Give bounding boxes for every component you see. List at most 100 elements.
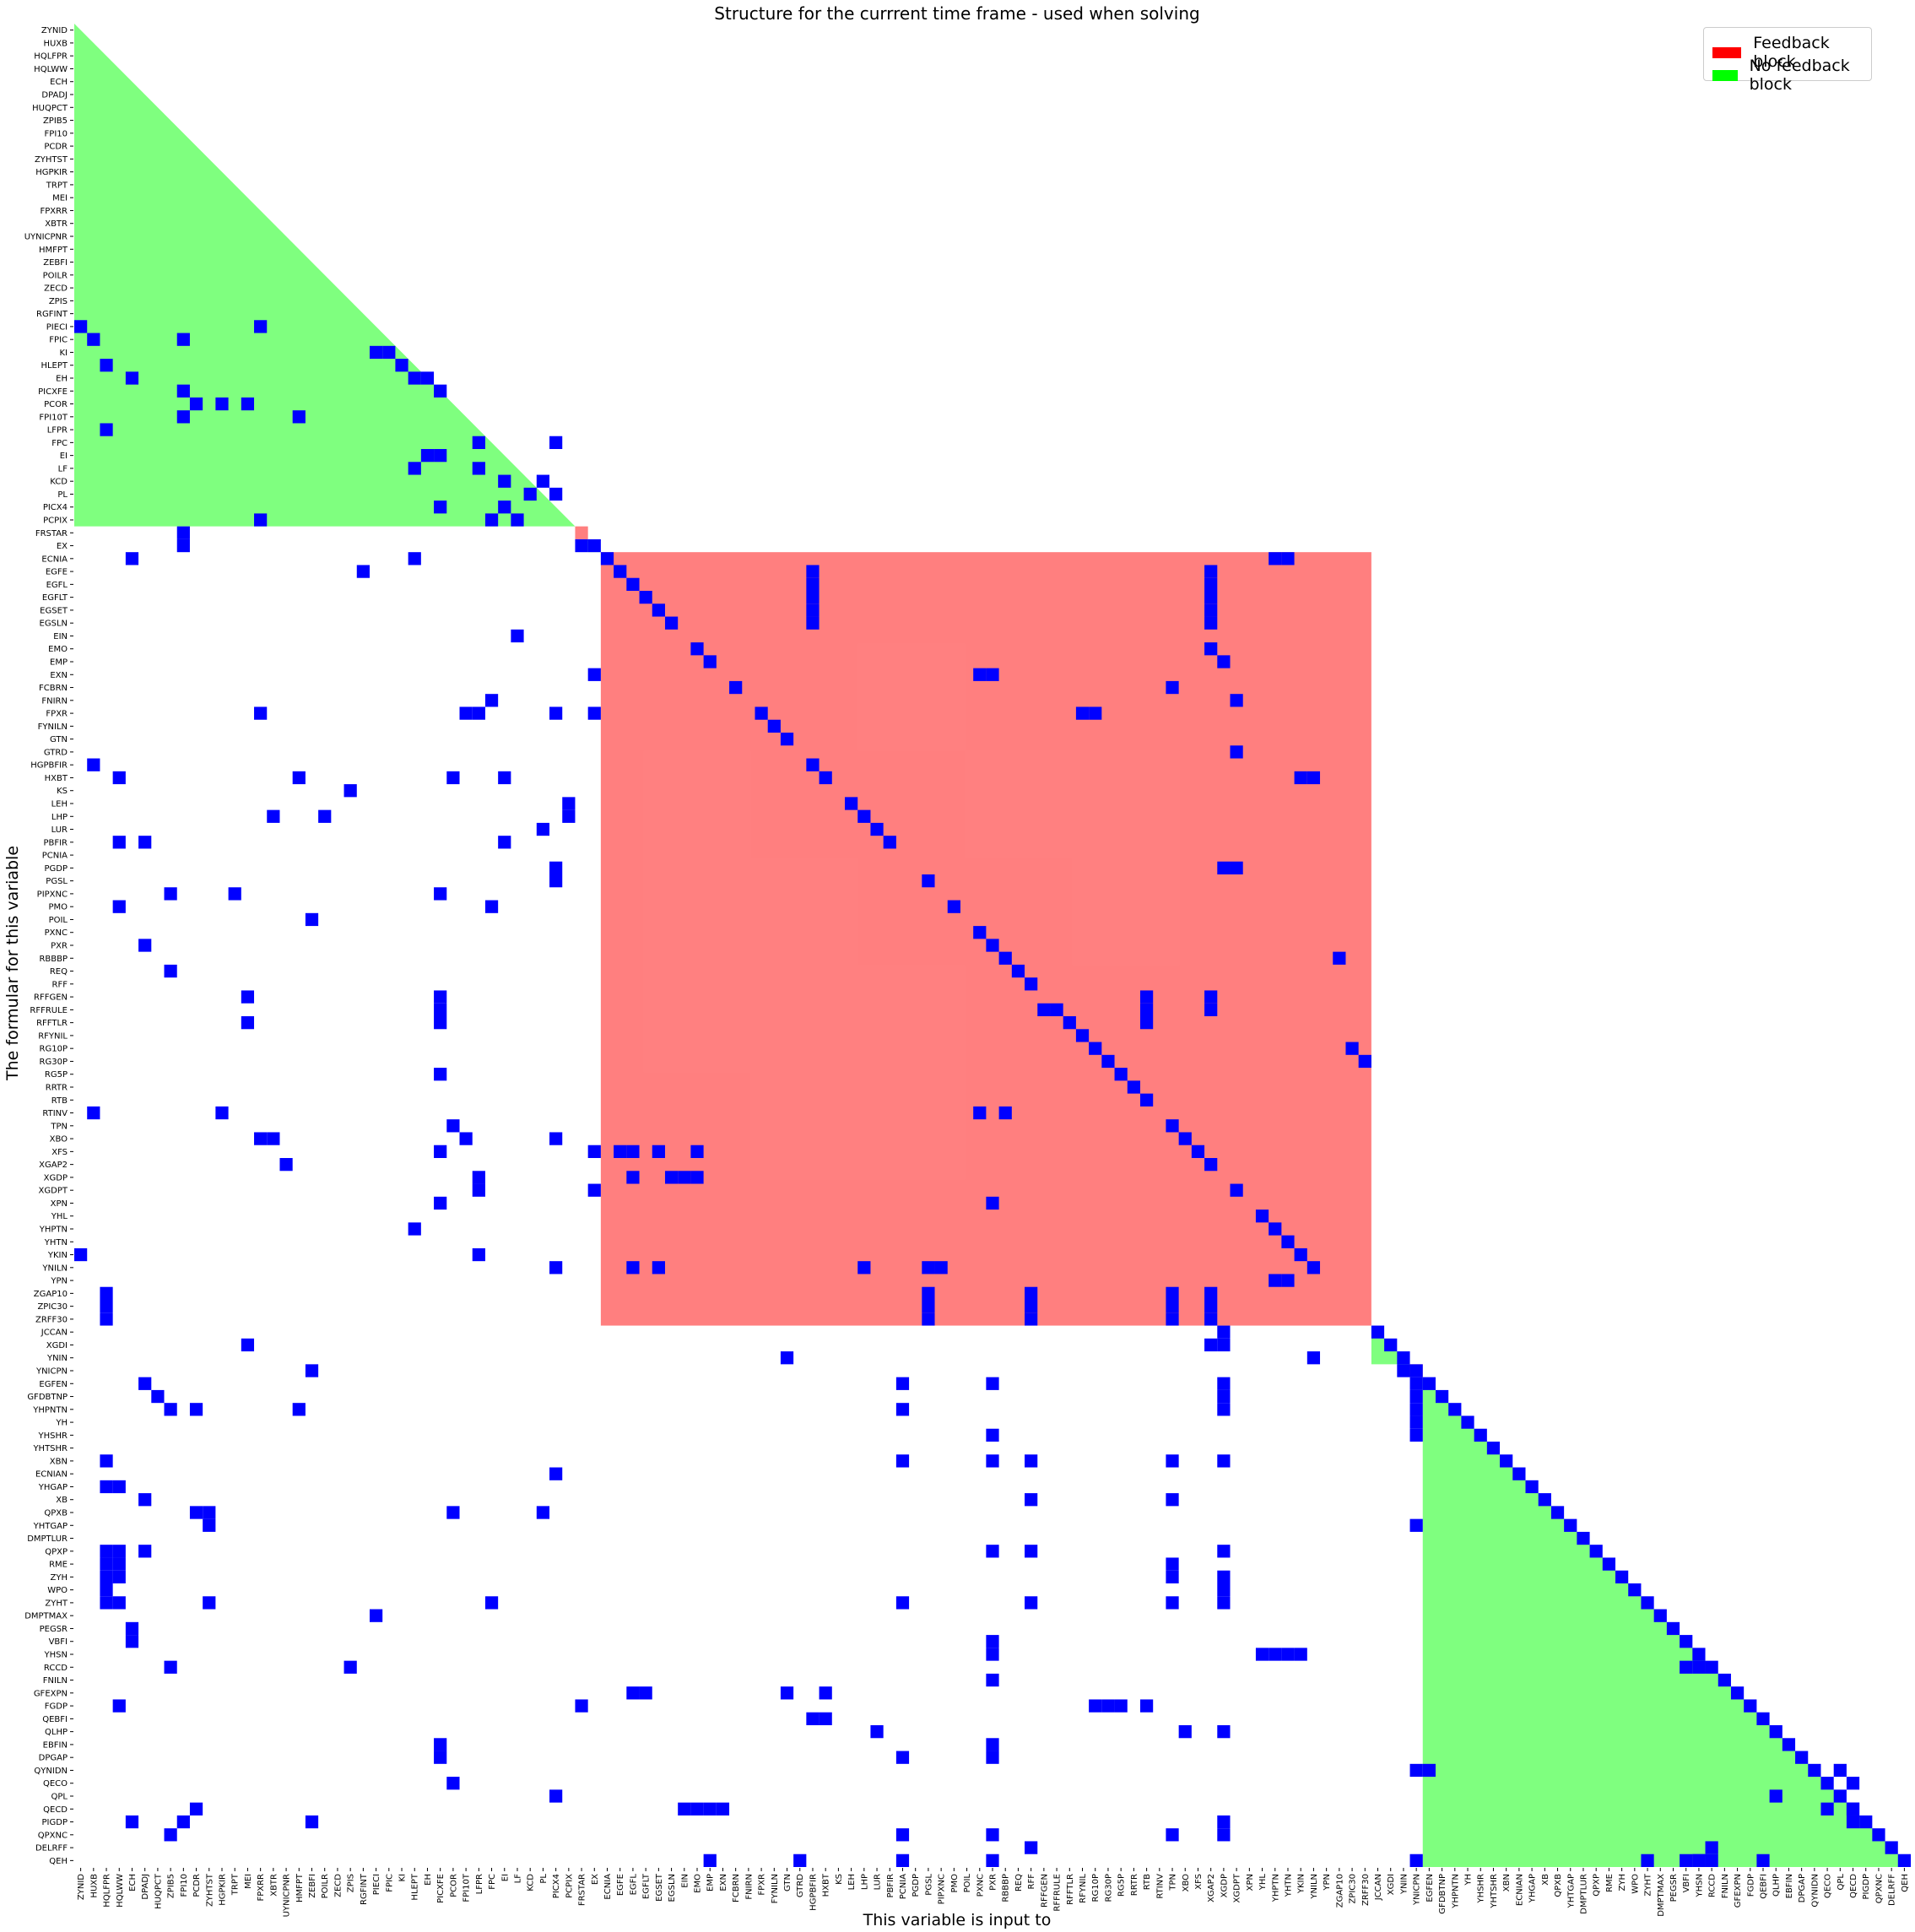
x-tick-label: EGFL [629,1874,638,1896]
y-tick-label: TPN [50,1122,68,1131]
dependency-cell [1397,1364,1410,1377]
y-tick-label: EGFL [46,581,68,590]
x-tick-label: RGFINT [360,1873,369,1905]
dependency-cell [1756,1712,1770,1725]
dependency-cell [703,1854,717,1867]
dependency-cell [1306,1351,1321,1365]
dependency-cell [1204,565,1218,578]
dependency-cell [1409,1389,1423,1404]
dependency-cell [1011,964,1025,978]
dependency-cell [1217,655,1231,668]
dependency-cell [267,1132,280,1145]
dependency-cell [1269,1274,1282,1287]
x-tick-label: XPN [1246,1874,1255,1891]
y-tick-label: YNIN [46,1354,68,1363]
y-tick-label: HXBT [45,774,68,783]
dependency-cell [484,1596,499,1610]
dependency-cell [100,1300,113,1313]
y-tick-label: FCBRN [39,684,68,693]
dependency-cell [125,1635,139,1648]
x-tick-label: PGDP [912,1874,921,1897]
dependency-cell [1166,1454,1179,1468]
x-tick-label: XGAP2 [1207,1874,1216,1902]
dependency-cell [895,1751,910,1764]
dependency-cell [1833,1789,1847,1803]
dependency-cell [498,771,511,785]
dependency-cell [511,513,524,527]
x-tick-label: DPGAP [1798,1874,1807,1902]
dependency-cell [279,1158,293,1172]
dependency-cell [1204,1312,1218,1326]
y-tick-label: YHL [51,1212,68,1221]
x-tick-label: QECO [1824,1874,1833,1898]
dependency-cell [793,1854,807,1867]
dependency-cell [1139,1003,1154,1016]
x-tick-label: PL [539,1874,549,1884]
x-tick-label: ECNIA [603,1874,613,1900]
y-tick-label: FPXR [46,710,68,719]
x-tick-label: YHSHR [1477,1874,1486,1903]
y-tick-label: HQLFPR [34,52,68,62]
dependency-cell [1474,1428,1487,1442]
x-tick-label: PMO [950,1874,960,1893]
dependency-cell [356,565,370,578]
y-tick-label: XBTR [45,219,68,229]
dependency-cell [138,939,152,952]
x-tick-label: KI [398,1874,408,1882]
y-tick-label: PCOR [44,400,68,409]
x-tick-label: RG30P [1104,1874,1113,1902]
dependency-cell [1127,1080,1140,1094]
dependency-cell [1139,990,1154,1004]
y-tick-label: ECNIA [41,555,68,564]
dependency-cell [1269,552,1282,566]
dependency-cell [703,1802,717,1816]
dependency-cell [1422,1377,1436,1390]
x-tick-label: ZYH [1618,1874,1627,1891]
dependency-cell [1564,1518,1577,1532]
dependency-cell [446,771,460,785]
dependency-cell [895,1454,910,1468]
x-tick-label: PXNC [976,1874,985,1897]
dependency-cell [472,1247,485,1262]
dependency-cell [1166,1119,1179,1133]
y-tick-label: FPXRR [40,207,68,216]
x-tick-label: GTN [783,1874,793,1891]
dependency-cell [870,822,884,836]
y-tick-label: FGDP [45,1702,68,1712]
legend-swatch-no-feedback [1712,69,1738,81]
x-tick-label: RRTR [1130,1874,1139,1896]
dependency-cell [434,449,447,463]
dependency-cell [664,616,679,630]
dependency-cell [587,1145,601,1158]
dependency-cell [549,861,563,874]
dependency-cell [1808,1763,1821,1778]
dependency-cell [1692,1648,1706,1661]
dependency-cell [434,1016,447,1030]
dependency-cell [215,1106,229,1120]
dependency-cell [164,887,177,901]
x-tick-label: HUQPCT [154,1873,163,1909]
x-tick-label: EMO [694,1874,703,1893]
dependency-cell [1217,1338,1231,1352]
x-tick-label: ZECD [333,1874,343,1897]
y-tick-label: QLHP [45,1728,68,1737]
dependency-cell [986,1545,999,1558]
feedback-block-1 [575,526,588,539]
x-tick-label: HQLWW [116,1874,125,1908]
dependency-cell [806,603,820,617]
dependency-cell [100,1596,113,1610]
dependency-cell [100,423,113,436]
y-tick-label: FPI10T [39,413,68,422]
y-tick-label: PIECI [46,322,68,332]
y-tick-label: HUXB [43,39,68,48]
x-tick-label: GFDBTNP [1438,1874,1447,1914]
dependency-cell [164,964,177,978]
x-tick-label: MEI [244,1874,253,1889]
y-tick-label: KI [59,349,68,358]
dependency-cell [434,887,447,901]
y-tick-label: RME [49,1561,68,1570]
dependency-cell [1589,1545,1603,1558]
y-tick-label: ZYHT [45,1599,68,1608]
y-tick-label: KS [57,787,68,796]
